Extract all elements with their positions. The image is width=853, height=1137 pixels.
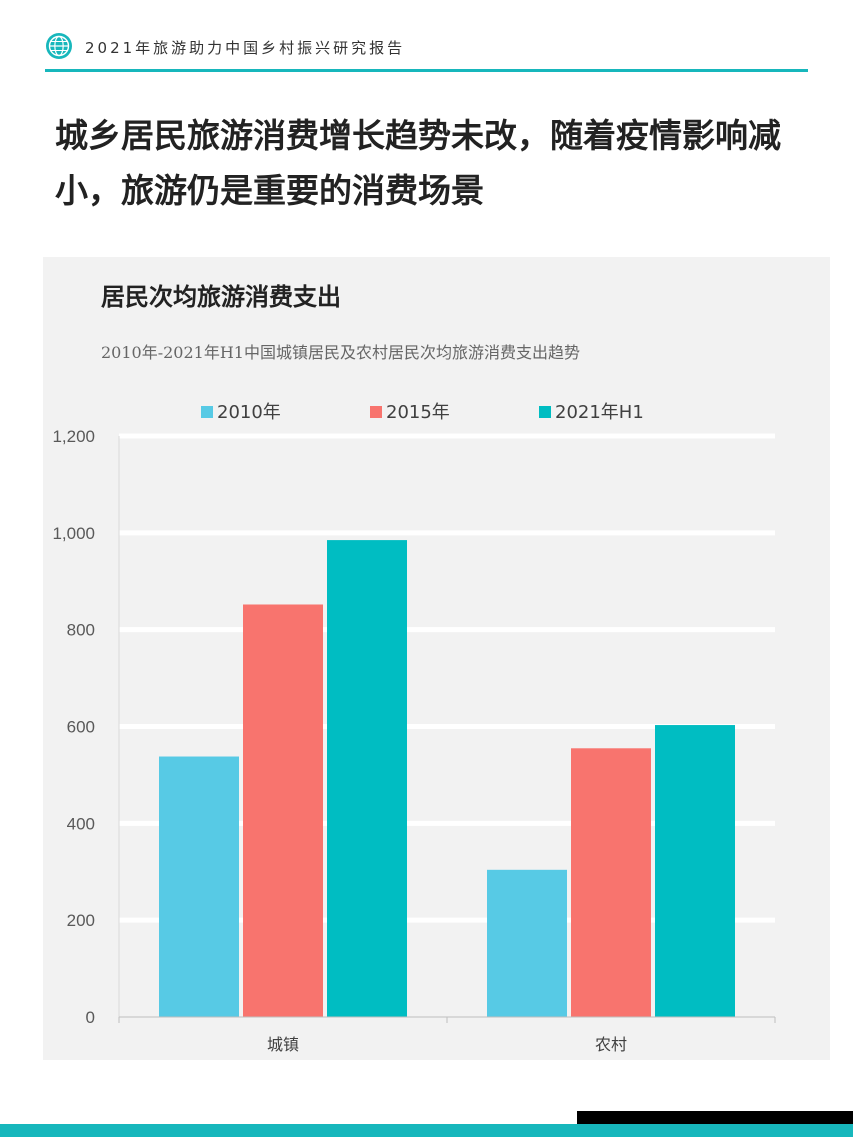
- x-tick-label: 农村: [595, 1035, 627, 1054]
- legend-swatch: [539, 406, 551, 418]
- bar: [327, 540, 407, 1017]
- y-tick-label: 400: [67, 814, 95, 833]
- legend-swatch: [370, 406, 382, 418]
- y-tick-label: 800: [67, 621, 95, 640]
- globe-icon: [46, 33, 72, 59]
- chart-title: 居民次均旅游消费支出: [101, 283, 341, 311]
- report-title: 2021年旅游助力中国乡村振兴研究报告: [85, 39, 406, 57]
- page-headline: 城乡居民旅游消费增长趋势未改，随着疫情影响减小，旅游仍是重要的消费场景: [55, 116, 781, 210]
- chart-panel: 居民次均旅游消费支出 2010年-2021年H1中国城镇居民及农村居民次均旅游消…: [43, 257, 830, 1060]
- x-tick-label: 城镇: [267, 1035, 299, 1054]
- bar: [655, 725, 735, 1017]
- bar: [243, 604, 323, 1017]
- footer-bar-dark: [577, 1111, 853, 1124]
- bar: [487, 869, 567, 1017]
- legend-swatch: [201, 406, 213, 418]
- bar-chart: 0 200 400 600 800 1,000 1,200 城镇 农村 2010年 2015年 202…: [52, 402, 776, 1054]
- y-tick-label: 200: [67, 911, 95, 930]
- header-divider: [45, 69, 808, 72]
- chart-subtitle: 2010年-2021年H1中国城镇居民及农村居民次均旅游消费支出趋势: [101, 343, 580, 362]
- y-tick-label: 1,200: [52, 427, 95, 446]
- bar: [571, 748, 651, 1017]
- report-header: 2021年旅游助力中国乡村振兴研究报告: [45, 32, 808, 72]
- y-tick-label: 1,000: [52, 524, 95, 543]
- legend-label: 2010年: [217, 402, 281, 423]
- legend-label: 2021年H1: [555, 402, 644, 423]
- legend-label: 2015年: [386, 402, 450, 423]
- y-tick-label: 0: [86, 1008, 95, 1027]
- bar: [159, 756, 239, 1017]
- footer-bar-accent: [0, 1124, 853, 1137]
- y-tick-label: 600: [67, 718, 95, 737]
